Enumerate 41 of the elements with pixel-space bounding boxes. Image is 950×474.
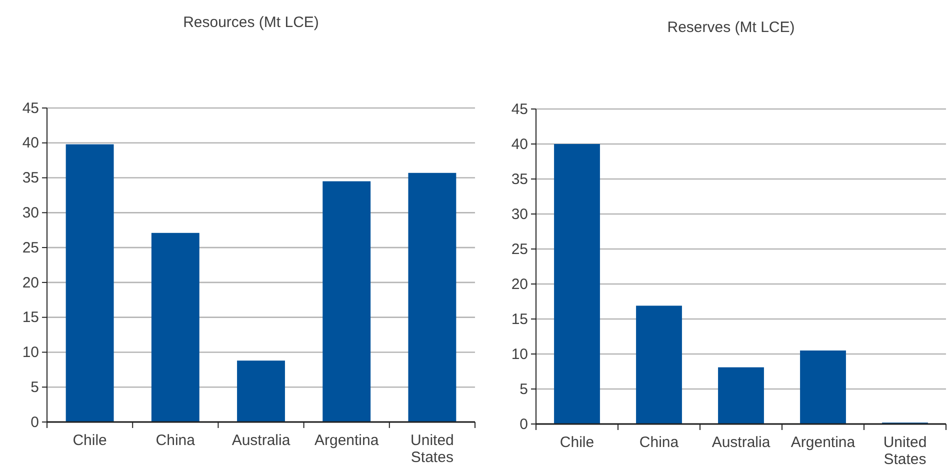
y-tick-label: 40 xyxy=(511,136,528,153)
x-tick-label: United States xyxy=(883,434,927,468)
chart-title: Resources (Mt LCE) xyxy=(183,14,319,31)
x-tick-label: Argentina xyxy=(790,434,856,451)
bar xyxy=(636,306,682,424)
y-tick-label: 15 xyxy=(22,309,39,326)
y-tick-label: 30 xyxy=(22,204,39,222)
x-tick-label: China xyxy=(639,434,680,451)
bar xyxy=(408,172,456,422)
y-tick-label: 10 xyxy=(511,346,528,363)
bar xyxy=(718,367,764,424)
y-tick-label: 25 xyxy=(511,240,528,258)
bar xyxy=(800,350,846,424)
y-tick-label: 35 xyxy=(22,170,39,187)
y-tick-label: 25 xyxy=(22,239,39,256)
y-tick-label: 30 xyxy=(511,206,528,223)
x-tick-label: Argentina xyxy=(314,432,380,449)
y-tick-label: 20 xyxy=(22,274,39,292)
x-tick-label: United States xyxy=(410,432,454,466)
y-tick-label: 20 xyxy=(511,276,528,293)
x-tick-label: Chile xyxy=(72,432,107,449)
y-tick-label: 5 xyxy=(520,380,528,398)
bar xyxy=(151,232,200,422)
y-tick-label: 0 xyxy=(30,414,39,431)
x-tick-label: China xyxy=(156,432,196,449)
x-tick-label: Australia xyxy=(232,432,291,449)
y-tick-label: 45 xyxy=(511,100,528,118)
bar xyxy=(554,144,600,424)
bar xyxy=(322,181,371,422)
x-tick-label: Australia xyxy=(712,434,771,451)
x-tick-label: Chile xyxy=(560,434,594,451)
y-tick-label: 10 xyxy=(22,344,39,362)
bar xyxy=(237,360,285,422)
y-tick-label: 5 xyxy=(30,378,39,396)
y-tick-label: 35 xyxy=(511,170,528,188)
y-tick-label: 45 xyxy=(22,100,39,117)
chart-title: Reserves (Mt LCE) xyxy=(667,19,795,36)
y-tick-label: 40 xyxy=(22,134,39,152)
y-tick-label: 0 xyxy=(520,416,528,433)
y-tick-label: 15 xyxy=(511,310,528,328)
bar xyxy=(66,144,114,422)
